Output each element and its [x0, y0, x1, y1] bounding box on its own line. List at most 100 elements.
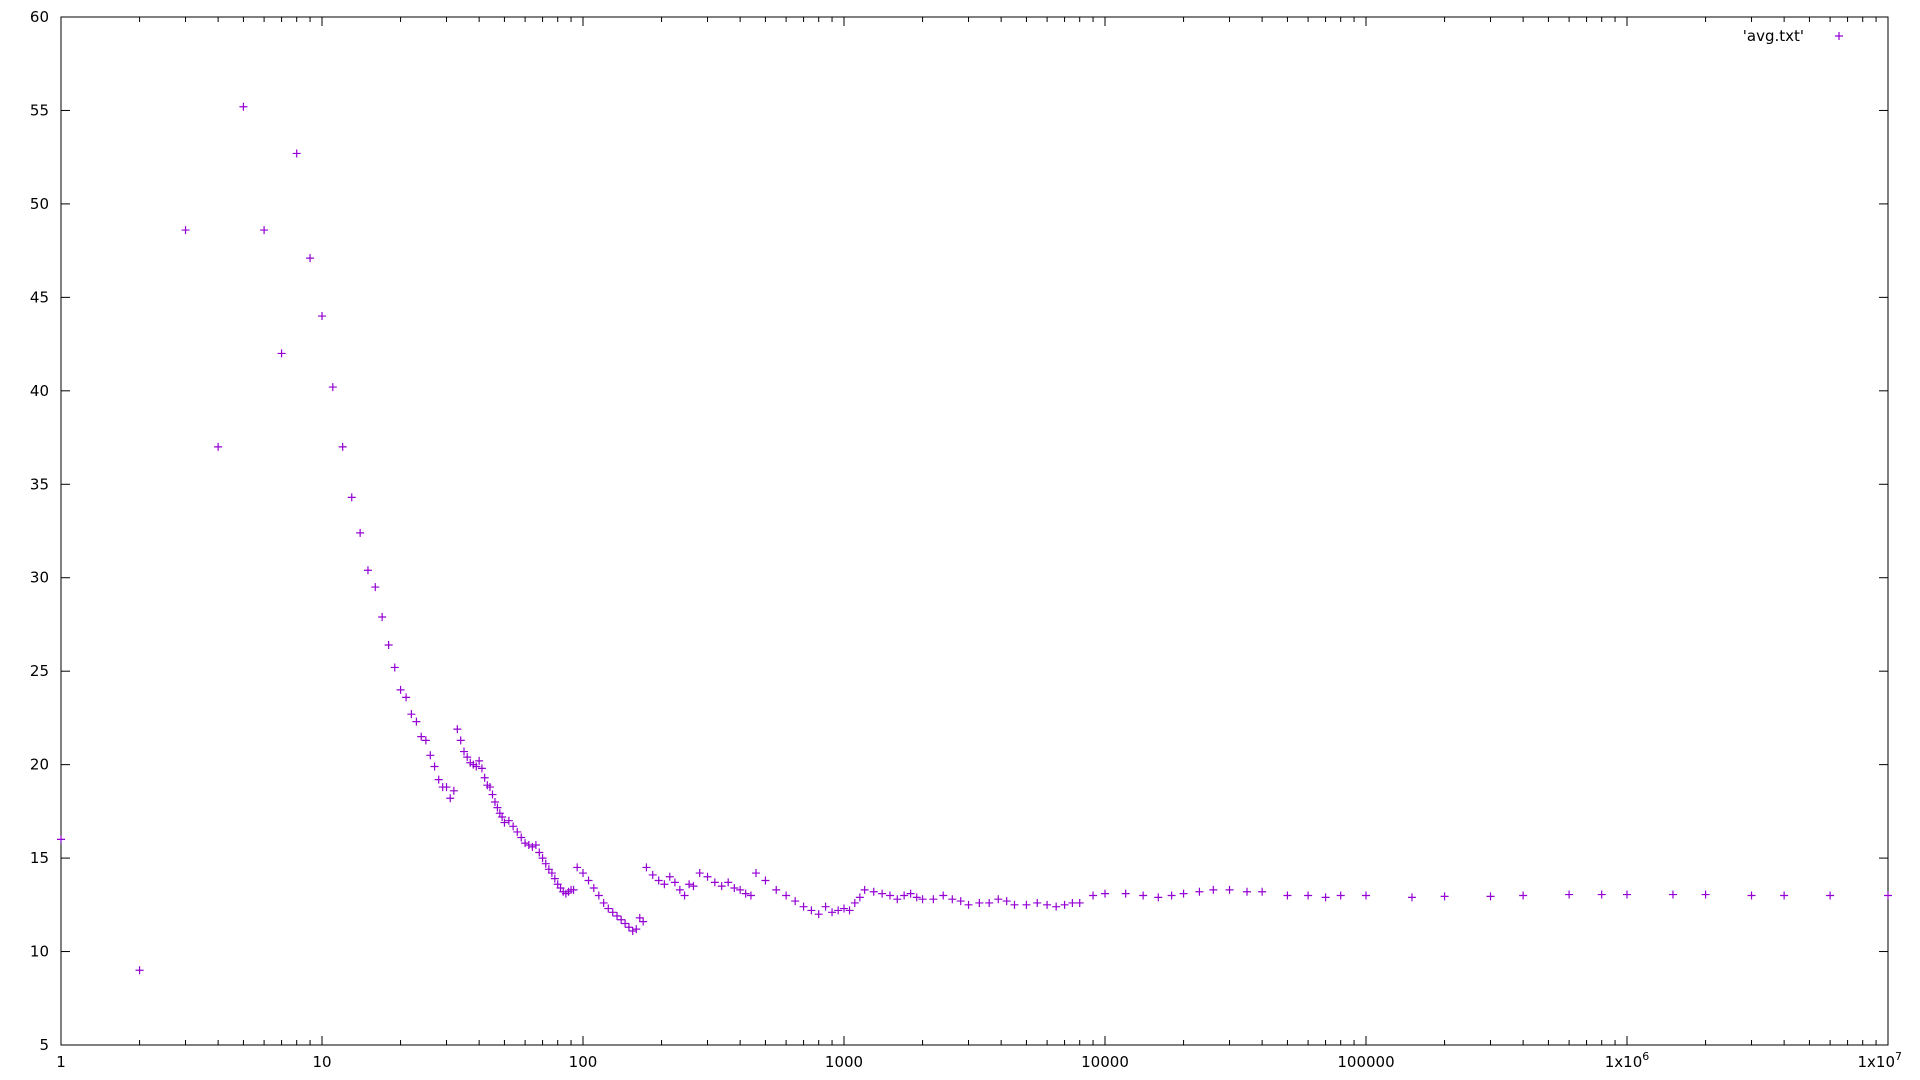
data-point	[402, 693, 411, 702]
data-point	[746, 891, 755, 900]
data-point	[665, 872, 674, 881]
legend: 'avg.txt'	[1743, 27, 1843, 45]
data-point	[617, 915, 626, 924]
data-point	[214, 442, 223, 451]
data-point	[635, 913, 644, 922]
data-point	[1167, 891, 1176, 900]
data-point	[885, 891, 894, 900]
data-point	[1052, 902, 1061, 911]
data-point	[528, 842, 537, 851]
data-point	[975, 898, 984, 907]
data-point	[608, 908, 617, 917]
data-point	[1139, 891, 1148, 900]
data-point	[475, 756, 484, 765]
x-tick-label: 100	[569, 1053, 598, 1071]
data-point	[850, 898, 859, 907]
data-point	[994, 895, 1003, 904]
data-point	[456, 736, 465, 745]
data-point	[660, 880, 669, 889]
data-point	[1747, 891, 1756, 900]
data-point	[378, 612, 387, 621]
data-point	[509, 822, 518, 831]
data-point	[807, 906, 816, 915]
data-point	[1209, 885, 1218, 894]
data-point	[421, 736, 430, 745]
data-point	[490, 798, 499, 807]
data-point	[356, 528, 365, 537]
data-point	[869, 887, 878, 896]
data-point	[318, 312, 326, 321]
data-point	[736, 885, 745, 894]
data-point	[1336, 891, 1345, 900]
data-point	[799, 902, 808, 911]
data-point	[371, 583, 380, 592]
data-point	[1826, 891, 1835, 900]
data-point	[845, 906, 854, 915]
data-point	[906, 889, 915, 898]
data-point	[761, 876, 770, 885]
data-point	[1225, 885, 1234, 894]
data-point	[460, 747, 469, 756]
data-point	[517, 833, 526, 842]
data-point	[181, 226, 190, 235]
data-point	[442, 783, 451, 792]
data-point	[390, 663, 399, 672]
data-point	[821, 902, 830, 911]
data-point	[1597, 890, 1606, 899]
y-tick-label: 10	[30, 943, 49, 961]
data-point	[521, 839, 530, 848]
data-point	[347, 493, 356, 502]
data-point	[384, 641, 393, 650]
data-point	[985, 898, 994, 907]
y-tick-label: 45	[30, 288, 49, 306]
data-point	[1002, 897, 1011, 906]
data-point	[604, 904, 613, 913]
data-point	[948, 895, 957, 904]
data-point	[1780, 891, 1789, 900]
data-point	[1565, 890, 1574, 899]
data-point	[1068, 898, 1077, 907]
data-points	[57, 102, 1892, 975]
data-point	[538, 854, 547, 863]
data-point	[504, 816, 513, 825]
y-tick-label: 50	[30, 195, 49, 213]
data-point	[1884, 891, 1892, 900]
data-point	[855, 893, 864, 902]
data-point	[412, 717, 421, 726]
data-point	[396, 685, 405, 694]
data-point	[628, 926, 637, 935]
data-point	[513, 827, 522, 836]
y-tick-label: 25	[30, 662, 49, 680]
data-point	[260, 226, 269, 235]
data-point	[535, 848, 544, 857]
y-tick-label: 30	[30, 569, 49, 587]
data-point	[860, 885, 869, 894]
data-point	[675, 885, 684, 894]
data-point	[584, 876, 593, 885]
data-point	[670, 878, 679, 887]
x-tick-label: 10	[312, 1053, 331, 1071]
data-point	[918, 895, 927, 904]
data-point	[338, 442, 347, 451]
data-point	[434, 775, 443, 784]
data-point	[840, 904, 848, 913]
data-point	[695, 869, 704, 878]
data-point	[547, 869, 556, 878]
data-point	[685, 880, 694, 889]
data-point	[956, 897, 965, 906]
data-point	[900, 891, 909, 900]
data-point	[751, 869, 760, 878]
data-point	[1075, 898, 1084, 907]
data-point	[449, 786, 458, 795]
data-point	[531, 841, 540, 850]
data-point	[1407, 893, 1416, 902]
data-point	[1010, 900, 1019, 909]
data-point	[363, 566, 372, 575]
plot-frame	[60, 16, 1889, 1046]
x-tick-label: 100000	[1337, 1053, 1394, 1071]
data-point	[741, 889, 750, 898]
data-point	[642, 863, 651, 872]
data-point	[724, 878, 733, 887]
data-point	[782, 891, 791, 900]
y-tick-label: 5	[39, 1036, 49, 1054]
